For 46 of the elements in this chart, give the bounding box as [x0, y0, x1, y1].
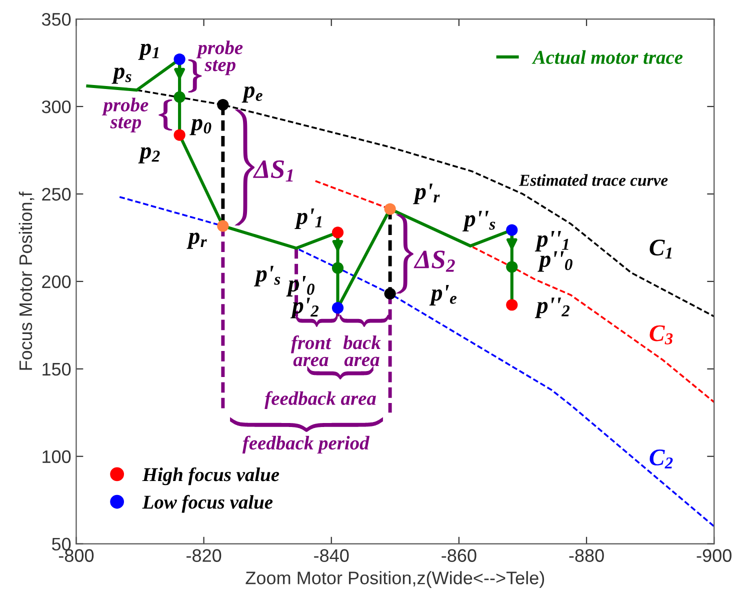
annotation: front area: [290, 335, 332, 366]
y-tick-label: 350: [42, 12, 71, 26]
x-tick-label: -800: [58, 549, 94, 562]
legend-label: Low focus value: [142, 494, 273, 513]
annotation: ΔS$_{1}$: [253, 160, 293, 182]
y-tick-label: 300: [42, 100, 71, 114]
annotation: probe step: [196, 40, 243, 76]
annotation: p$_{s}$: [112, 68, 132, 84]
annotation: back area: [343, 336, 381, 366]
y-tick-label: 100: [42, 450, 71, 464]
x-tick-label: -820: [186, 549, 222, 562]
annotation: p'$_{1}$: [294, 208, 322, 229]
annotation: Estimated trace curve: [518, 174, 668, 186]
y-tick-label: 250: [42, 188, 71, 201]
annotation: p'$_{2}$: [290, 298, 319, 318]
annotation: feedback period: [242, 436, 370, 454]
annotation: p''$_{0}$: [538, 251, 572, 272]
annotation: p'$_{s}$: [254, 266, 280, 286]
annotation: p'$_{e}$: [429, 284, 457, 306]
annotation: p$_{r}$: [186, 232, 207, 249]
annotation: p$_{e}$: [242, 86, 262, 103]
annotation: p$_{1}$: [138, 44, 158, 60]
series-label: C$_{2}$: [650, 450, 673, 468]
annotation: p'$_{0}$: [286, 276, 314, 296]
annotation: ΔS$_{2}$: [414, 250, 455, 272]
x-tick-label: -880: [569, 549, 604, 562]
x-tick-label: -900: [696, 549, 732, 562]
annotation: p''$_{2}$: [534, 298, 570, 318]
y-tick-label: 150: [42, 362, 71, 376]
annotation: p'$_{r}$: [413, 184, 440, 204]
y-tick-label: 200: [42, 275, 71, 288]
x-axis-title: Zoom Motor Position,z(Wide<-->Tele): [246, 571, 544, 588]
annotation: probe step: [102, 98, 148, 132]
legend-label: Actual motor trace: [532, 50, 683, 64]
y-axis-title: Focus Motor Position,f: [18, 192, 34, 370]
annotation: p$_{0}$: [190, 119, 212, 136]
x-tick-label: -860: [442, 549, 476, 562]
legend-label: High focus value: [142, 467, 280, 486]
series-label: C$_{1}$: [650, 240, 672, 258]
annotation: p''$_{s}$: [462, 210, 496, 232]
series-label: C$_{3}$: [650, 325, 673, 344]
annotation: feedback area: [264, 391, 376, 409]
x-tick-label: -840: [314, 549, 349, 562]
y-tick-label: 50: [52, 538, 71, 551]
annotation: p$_{2}$: [138, 147, 160, 164]
annotation: p''$_{1}$: [534, 231, 568, 252]
